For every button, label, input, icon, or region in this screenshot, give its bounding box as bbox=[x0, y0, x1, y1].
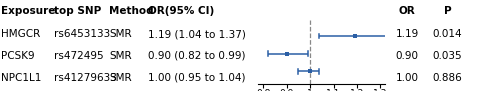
Text: Exposure: Exposure bbox=[1, 6, 56, 16]
Text: rs41279633: rs41279633 bbox=[54, 73, 117, 83]
Text: 1.19 (1.04 to 1.37): 1.19 (1.04 to 1.37) bbox=[148, 29, 246, 39]
Text: 0.014: 0.014 bbox=[432, 29, 462, 39]
Text: SMR: SMR bbox=[109, 29, 132, 39]
Text: 1.19: 1.19 bbox=[396, 29, 418, 39]
Text: 0.90 (0.82 to 0.99): 0.90 (0.82 to 0.99) bbox=[148, 51, 246, 61]
Text: 0.886: 0.886 bbox=[432, 73, 462, 83]
Text: top SNP: top SNP bbox=[54, 6, 101, 16]
Text: PCSK9: PCSK9 bbox=[1, 51, 34, 61]
Text: P: P bbox=[444, 6, 452, 16]
Text: 0.035: 0.035 bbox=[432, 51, 462, 61]
Text: 1.00 (0.95 to 1.04): 1.00 (0.95 to 1.04) bbox=[148, 73, 246, 83]
Text: rs6453133: rs6453133 bbox=[54, 29, 110, 39]
Text: Method: Method bbox=[109, 6, 154, 16]
Text: OR: OR bbox=[398, 6, 415, 16]
Text: SMR: SMR bbox=[109, 51, 132, 61]
Text: rs472495: rs472495 bbox=[54, 51, 104, 61]
Text: 0.90: 0.90 bbox=[396, 51, 418, 61]
Text: OR(95% CI): OR(95% CI) bbox=[148, 6, 214, 16]
Text: 1.00: 1.00 bbox=[396, 73, 418, 83]
Text: NPC1L1: NPC1L1 bbox=[1, 73, 42, 83]
Text: SMR: SMR bbox=[109, 73, 132, 83]
Text: HMGCR: HMGCR bbox=[1, 29, 40, 39]
